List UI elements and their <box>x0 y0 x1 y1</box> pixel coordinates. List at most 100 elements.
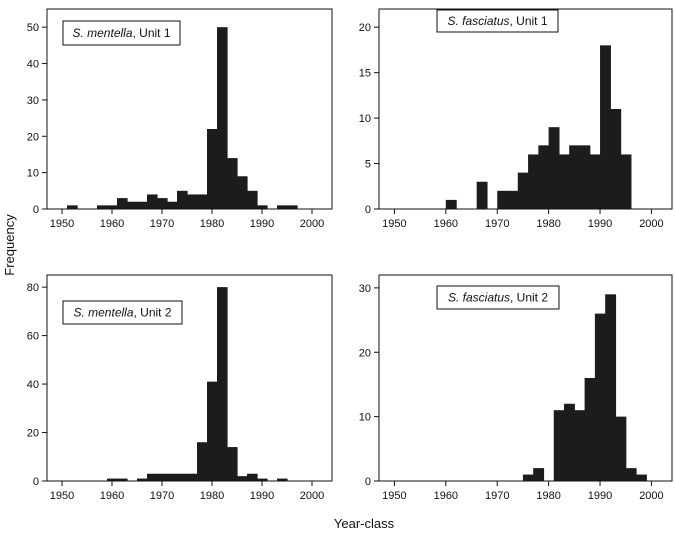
histogram-bar <box>162 473 168 481</box>
histogram-bar <box>262 478 268 481</box>
panel-label-box <box>436 285 560 310</box>
y-axis-label: Frequency <box>2 214 17 276</box>
histogram-bar <box>569 145 575 209</box>
histogram-bar <box>594 313 601 482</box>
histogram-bar <box>147 194 153 209</box>
histogram-bar <box>242 176 248 209</box>
histogram-bar <box>247 473 253 481</box>
y-tick-label: 10 <box>27 168 39 180</box>
histogram-bar <box>636 474 642 481</box>
histogram-bar <box>522 474 529 481</box>
histogram-bar <box>610 109 617 209</box>
histogram-bar <box>157 198 163 209</box>
x-tick-label: 1990 <box>588 218 612 230</box>
panel-label-box <box>62 300 183 325</box>
histogram-bar <box>538 145 545 209</box>
histogram-bar <box>625 468 632 482</box>
histogram-bar <box>558 410 565 481</box>
y-tick-label: 80 <box>27 282 39 294</box>
histogram-bar <box>112 205 118 209</box>
histogram-bar <box>538 468 545 482</box>
x-tick-label: 1970 <box>485 218 509 230</box>
histogram-bar <box>564 154 570 209</box>
species-name: S. mentella <box>73 306 133 320</box>
histogram-bar <box>177 190 183 209</box>
histogram-bar <box>247 190 253 209</box>
histogram-bar <box>610 294 617 481</box>
histogram-bar <box>594 154 601 209</box>
x-tick-label: 1960 <box>100 218 124 230</box>
x-tick-label: 1950 <box>382 490 406 502</box>
y-tick-label: 20 <box>359 22 371 34</box>
histogram-bar <box>600 313 606 482</box>
plot-frame <box>46 8 333 210</box>
histogram-bar <box>481 181 488 209</box>
histogram-bar <box>620 154 627 209</box>
panel-label-box <box>436 9 559 33</box>
histogram-bar <box>579 410 586 481</box>
histogram-bar <box>512 190 519 209</box>
x-tick-label: 1960 <box>100 490 124 502</box>
histogram-bar <box>152 194 158 209</box>
unit-name: , Unit 2 <box>134 306 172 320</box>
panel-s-mentella-unit-2: 1950 1960 1970 1980 1990 2000 0 20 40 60 80 S. ment… <box>27 274 333 502</box>
y-tick-label: 5 <box>365 159 371 171</box>
plot-frame <box>46 274 333 482</box>
histogram-bar <box>558 154 565 209</box>
histogram-bar <box>152 473 158 481</box>
panel-s-fasciatus-unit-1: 1950 1960 1970 1980 1990 2000 0 5 10 15 20 S. fasci… <box>359 8 673 230</box>
histogram-bar <box>222 287 228 481</box>
panel-label-box <box>62 20 181 46</box>
x-tick-label: 1950 <box>382 218 406 230</box>
y-tick-label: 60 <box>27 331 39 343</box>
histogram-bar <box>217 27 223 210</box>
histogram-bar <box>142 201 148 209</box>
histogram-bar <box>589 154 596 209</box>
x-tick-label: 1980 <box>536 218 560 230</box>
histogram-bar <box>641 474 647 481</box>
panel-label: S. mentella, Unit 1 <box>72 26 170 40</box>
y-tick-label: 20 <box>359 347 371 359</box>
histogram-bar <box>157 473 163 481</box>
x-tick-label: 1990 <box>250 218 274 230</box>
histogram-bar <box>202 442 208 481</box>
x-tick-label: 2000 <box>300 218 324 230</box>
y-tick-label: 0 <box>33 476 39 488</box>
histogram-bar <box>167 201 173 209</box>
histogram-bar <box>212 129 218 209</box>
x-tick-label: 1970 <box>150 218 174 230</box>
histogram-bar <box>117 478 123 481</box>
x-tick-label: 1950 <box>50 218 74 230</box>
species-name: S. fasciatus <box>447 14 509 28</box>
y-tick-label: 10 <box>359 412 371 424</box>
histogram-bar <box>227 447 233 481</box>
histogram-bar <box>615 109 622 209</box>
histogram-bar <box>137 478 143 481</box>
unit-name: , Unit 1 <box>133 26 171 40</box>
unit-name: , Unit 1 <box>510 14 548 28</box>
histogram-bar <box>579 145 586 209</box>
unit-name: , Unit 2 <box>510 291 548 305</box>
histogram-bar <box>625 154 632 209</box>
x-tick-label: 1990 <box>588 490 612 502</box>
histogram-bar <box>187 473 193 481</box>
histogram-bar <box>605 294 611 481</box>
histogram-bar <box>237 476 243 481</box>
histogram-bar <box>282 478 288 481</box>
histogram-bar <box>67 205 73 209</box>
panel-label: S. mentella, Unit 2 <box>73 306 171 320</box>
y-tick-label: 0 <box>365 476 371 488</box>
histogram-bar <box>497 190 503 209</box>
histogram-bar <box>252 190 258 209</box>
histogram-bar <box>172 201 178 209</box>
histogram-bar <box>142 478 148 481</box>
histogram-bar <box>197 194 203 209</box>
histogram-bar <box>528 154 534 209</box>
x-tick-label: 2000 <box>300 490 324 502</box>
histogram-bar <box>277 478 283 481</box>
histogram-bar <box>237 176 243 209</box>
histogram-bar <box>102 205 108 209</box>
histogram-bar <box>117 198 123 209</box>
histogram-bar <box>137 201 143 209</box>
